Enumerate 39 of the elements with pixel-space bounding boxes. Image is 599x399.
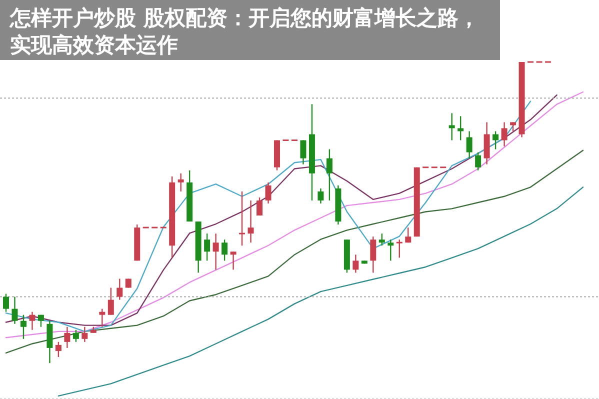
candlestick: [72, 329, 79, 343]
candlestick: [326, 148, 332, 202]
candlestick: [82, 326, 88, 343]
candlestick: [64, 326, 70, 349]
candlestick: [458, 116, 464, 141]
candlestick: [29, 311, 36, 330]
candlestick: [370, 236, 376, 274]
candlestick: [492, 130, 499, 150]
candlestick: [222, 238, 228, 262]
candlestick: [501, 122, 508, 147]
candlestick: [178, 172, 184, 192]
candlestick: [405, 226, 412, 244]
candlestick: [12, 296, 18, 324]
candlestick: [55, 341, 62, 358]
chart-title: 怎样开户炒股 股权配资：开启您的财富增长之路，实现高效资本运作: [9, 6, 480, 57]
candlestick: [38, 314, 44, 328]
candlestick: [239, 190, 246, 246]
candlestick: [116, 278, 123, 300]
candlestick: [318, 188, 324, 204]
candlestick: [212, 232, 219, 270]
candlestick: [265, 182, 272, 204]
candlestick: [475, 152, 482, 171]
candlestick: [204, 232, 210, 262]
candlestick: [510, 122, 516, 132]
candlestick: [256, 196, 263, 216]
candlestick: [230, 251, 236, 270]
candlestick: [378, 232, 385, 246]
candlestick: [466, 130, 472, 159]
candlestick: [99, 308, 106, 328]
candlestick: [448, 112, 455, 141]
candlestick: [3, 293, 9, 312]
candlestick: [108, 287, 114, 316]
candlestick: [248, 200, 254, 244]
candlestick: [300, 140, 306, 165]
candlestick: [20, 314, 26, 340]
candlestick: [125, 278, 132, 288]
candlestick: [388, 238, 394, 262]
candlestick: [352, 254, 359, 274]
candlestick: [396, 238, 402, 258]
